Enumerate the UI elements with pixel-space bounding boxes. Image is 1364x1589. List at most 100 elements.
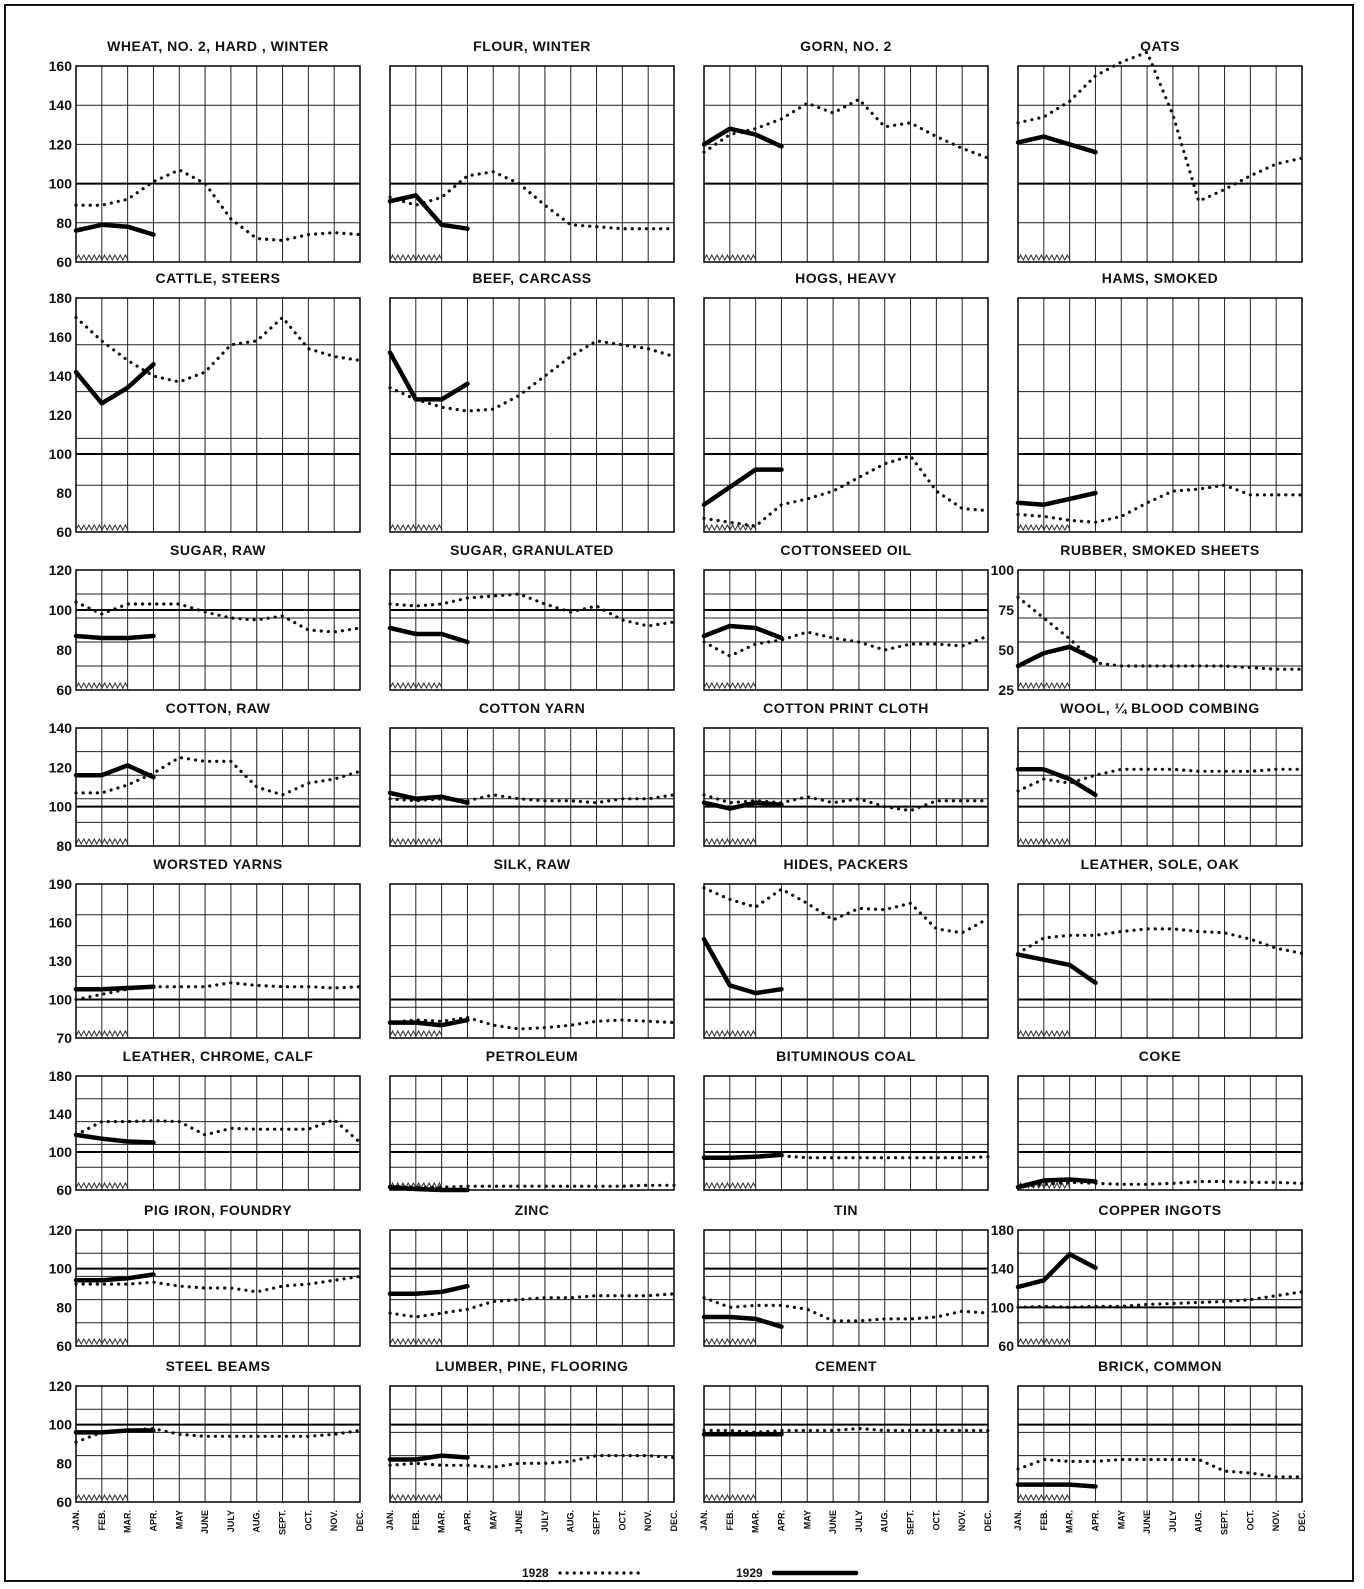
month-label: DEC. xyxy=(983,1510,993,1532)
series-1928-line xyxy=(388,1183,676,1189)
axis-break xyxy=(1017,253,1071,262)
month-label: NOV. xyxy=(329,1510,339,1531)
axis-break xyxy=(389,253,443,262)
series-1929-line xyxy=(1015,644,1098,669)
panel-title: COPPER INGOTS xyxy=(1098,1202,1221,1218)
y-tick-label: 100 xyxy=(49,1417,73,1433)
series-1928-line xyxy=(1016,927,1304,955)
month-label: JAN. xyxy=(385,1510,395,1531)
series-1929-line xyxy=(701,467,784,507)
panel-title: GORN, NO. 2 xyxy=(800,38,892,54)
series-1929-line xyxy=(387,625,470,645)
y-tick-label: 140 xyxy=(49,1106,73,1122)
series-1928-line xyxy=(388,339,676,413)
month-label: JUNE xyxy=(1142,1510,1152,1534)
y-tick-label: 160 xyxy=(49,915,73,931)
panel-10: SUGAR, GRANULATED xyxy=(387,542,676,691)
panel-title: CATTLE, STEERS xyxy=(156,270,281,286)
y-tick-label: 80 xyxy=(56,485,72,501)
panel-title: OATS xyxy=(1140,38,1180,54)
month-label: OCT. xyxy=(617,1510,627,1531)
y-tick-label: 180 xyxy=(991,1222,1015,1238)
y-tick-label: 140 xyxy=(49,97,73,113)
series-1928-line xyxy=(388,1292,676,1319)
axis-break xyxy=(1017,1337,1071,1346)
panel-27: TIN xyxy=(701,1202,990,1347)
panel-32: BRICK, COMMON xyxy=(1015,1358,1304,1503)
month-label: AUG. xyxy=(1194,1510,1204,1533)
panel-title: RUBBER, SMOKED SHEETS xyxy=(1060,542,1260,558)
panel-31: CEMENT xyxy=(701,1358,990,1503)
panel-border xyxy=(703,1075,989,1191)
panel-26: ZINC xyxy=(387,1202,676,1347)
panel-title: LEATHER, SOLE, OAK xyxy=(1081,856,1240,872)
month-label: MAY xyxy=(802,1510,812,1529)
panel-5: CATTLE, STEERS 60 80 100 120 140 160 180 xyxy=(49,270,362,540)
series-1928-line xyxy=(702,886,990,935)
month-label: DEC. xyxy=(1297,1510,1307,1532)
month-label: OCT. xyxy=(303,1510,313,1531)
series-1928-line xyxy=(74,1274,362,1294)
axis-break xyxy=(389,1493,443,1502)
month-label: SEPT. xyxy=(592,1510,602,1535)
axis-break xyxy=(75,1337,129,1346)
panel-title: CEMENT xyxy=(815,1358,877,1374)
panel-title: STEEL BEAMS xyxy=(166,1358,271,1374)
panel-13: COTTON, RAW 80 100 120 140 xyxy=(49,700,362,854)
panel-border xyxy=(389,1075,675,1191)
y-tick-label: 75 xyxy=(998,602,1014,618)
y-tick-label: 100 xyxy=(49,992,73,1008)
panel-14: COTTON YARN xyxy=(387,700,676,847)
axis-break xyxy=(703,1181,757,1190)
y-tick-label: 70 xyxy=(56,1030,72,1046)
series-1928-line xyxy=(702,97,990,160)
panel-title: SUGAR, GRANULATED xyxy=(450,542,614,558)
panel-border xyxy=(389,727,675,847)
y-tick-label: 100 xyxy=(991,562,1015,578)
y-tick-label: 140 xyxy=(49,368,73,384)
series-1928-line xyxy=(702,630,990,658)
y-tick-label: 160 xyxy=(49,329,73,345)
y-tick-label: 100 xyxy=(49,799,73,815)
series-1929-line xyxy=(73,222,156,237)
axis-break xyxy=(703,837,757,846)
legend-label-1929: 1929 xyxy=(736,1566,763,1580)
y-tick-label: 120 xyxy=(49,1222,73,1238)
panel-title: WOOL, ¼ BLOOD COMBING xyxy=(1060,700,1260,716)
axis-break xyxy=(75,681,129,690)
panel-title: ZINC xyxy=(515,1202,550,1218)
panel-border xyxy=(389,569,675,691)
series-1929-line xyxy=(701,1152,784,1160)
month-label: SEPT. xyxy=(906,1510,916,1535)
y-tick-label: 140 xyxy=(49,720,73,736)
month-label: AUG. xyxy=(880,1510,890,1533)
panel-border xyxy=(75,1385,361,1503)
panel-title: WORSTED YARNS xyxy=(153,856,282,872)
panel-border xyxy=(1017,65,1303,263)
month-label: JULY xyxy=(226,1510,236,1532)
panel-border xyxy=(703,883,989,1039)
series-1928-line xyxy=(388,170,676,231)
series-1928-line xyxy=(1016,483,1304,524)
y-tick-label: 60 xyxy=(56,682,72,698)
panel-title: SILK, RAW xyxy=(494,856,571,872)
series-1929-line xyxy=(387,790,470,805)
panel-border xyxy=(389,1385,675,1503)
panel-1: WHEAT, NO. 2, HARD , WINTER 60 80 100 120 140… xyxy=(49,38,362,270)
panel-title: FLOUR, WINTER xyxy=(473,38,591,54)
panel-border xyxy=(389,297,675,533)
series-1928-line xyxy=(1016,1179,1304,1189)
series-1929-line xyxy=(73,633,156,641)
month-label: MAY xyxy=(1116,1510,1126,1529)
panel-border xyxy=(75,883,361,1039)
series-1929-line xyxy=(387,1283,470,1297)
series-1929-line xyxy=(73,763,156,780)
month-label: MAR. xyxy=(437,1510,447,1533)
y-tick-label: 180 xyxy=(49,290,73,306)
panel-border xyxy=(1017,727,1303,847)
axis-break xyxy=(1017,523,1071,532)
month-label: SEPT. xyxy=(1220,1510,1230,1535)
axis-break xyxy=(75,523,129,532)
month-label: DEC. xyxy=(355,1510,365,1532)
